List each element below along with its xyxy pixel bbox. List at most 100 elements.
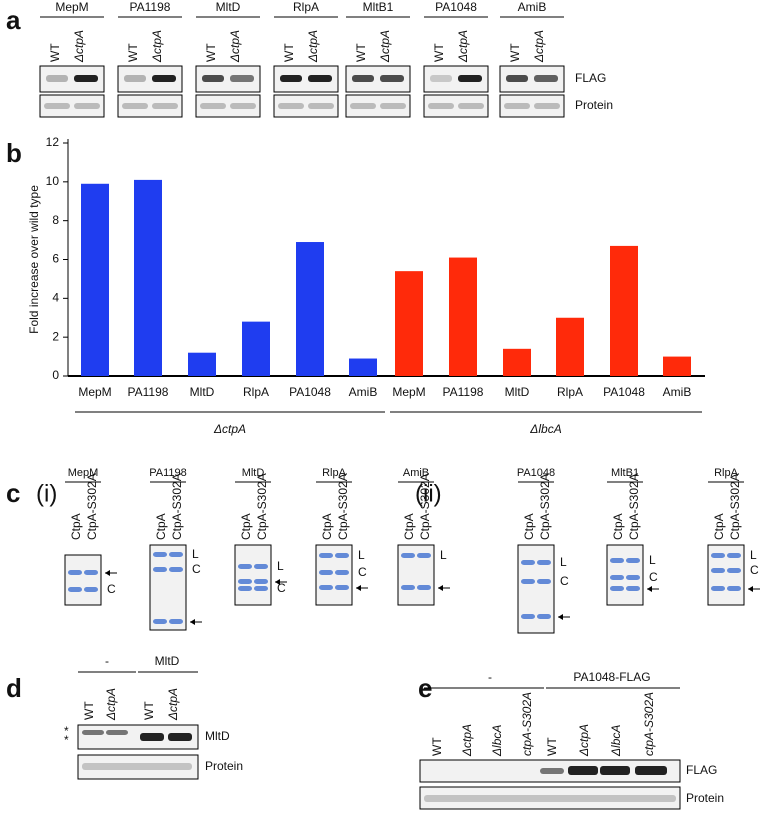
band (308, 75, 332, 82)
blot (39, 94, 105, 118)
lane-label: ΔctpA (306, 30, 320, 63)
lane-label: ΔctpA (577, 724, 591, 757)
group-label: MltD (155, 654, 180, 668)
band (711, 553, 725, 558)
blot (117, 94, 183, 118)
band (600, 766, 630, 775)
blot (419, 786, 681, 810)
band (140, 733, 164, 741)
lane-label: ΔctpA (72, 30, 86, 63)
lane-label: ΔctpA (166, 688, 180, 721)
lane-label: CtpA (402, 513, 416, 540)
lane-label: WT (432, 43, 446, 62)
band (169, 619, 183, 624)
band (230, 75, 254, 82)
lane-label: WT (354, 43, 368, 62)
gel-marker: C (358, 565, 367, 579)
lane-label: CtpA (522, 513, 536, 540)
band (152, 103, 178, 109)
y-tick-label: 10 (46, 174, 60, 188)
band (254, 586, 268, 591)
band (335, 585, 349, 590)
panel-label: a (6, 5, 21, 35)
lane-label: CtpA-S302A (85, 473, 99, 540)
gel-marker: L (277, 559, 284, 573)
band (82, 763, 192, 770)
x-tick-label: PA1198 (443, 385, 484, 399)
band (153, 567, 167, 572)
band (122, 103, 148, 109)
lane-label: CtpA-S302A (336, 473, 350, 540)
blot (234, 544, 272, 606)
group-label: - (488, 670, 492, 684)
band (280, 75, 302, 82)
lane-label: CtpA (712, 513, 726, 540)
band (610, 586, 624, 591)
band (521, 579, 535, 584)
band (380, 75, 404, 82)
blot (517, 544, 555, 634)
band (254, 564, 268, 569)
lane-label: WT (508, 43, 522, 62)
band (254, 579, 268, 584)
bar (242, 321, 270, 376)
protein-name: RlpA (293, 0, 319, 14)
x-tick-label: RlpA (557, 385, 583, 399)
bar (556, 317, 584, 376)
gel-marker: C (107, 582, 116, 596)
blot (64, 554, 102, 606)
band (238, 586, 252, 591)
gel-name: RlpA (322, 467, 347, 479)
band (521, 560, 535, 565)
lane-label: WT (204, 43, 218, 62)
gel-marker: C (750, 563, 759, 577)
lane-label: CtpA (611, 513, 625, 540)
lane-label: ΔctpA (150, 30, 164, 63)
bar (349, 358, 377, 376)
band (238, 564, 252, 569)
band (568, 766, 598, 775)
blot (273, 94, 339, 118)
arrow-head (275, 579, 280, 585)
band (68, 570, 82, 575)
blot (606, 544, 644, 606)
lane-label: ΔctpA (456, 30, 470, 63)
blot (77, 754, 199, 780)
band (200, 103, 226, 109)
lane-label: ctpA-S302A (520, 692, 534, 756)
bar (395, 271, 423, 376)
lane-label: CtpA-S302A (728, 473, 742, 540)
band (428, 103, 454, 109)
band (506, 75, 528, 82)
protein-name: MltD (216, 0, 241, 14)
y-axis-label: Fold increase over wild type (27, 185, 41, 334)
band (350, 103, 376, 109)
band (626, 575, 640, 580)
lane-label: WT (545, 737, 559, 756)
blot-label: FLAG (686, 763, 717, 777)
band (711, 586, 725, 591)
band (458, 103, 484, 109)
bar (449, 257, 477, 376)
protein-name: MltB1 (363, 0, 394, 14)
asterisk: * (64, 724, 69, 738)
band (711, 568, 725, 573)
protein-name: PA1048 (435, 0, 477, 14)
arrow-head (356, 585, 361, 591)
arrow-head (748, 586, 753, 592)
gel-marker: L (649, 553, 656, 567)
band (727, 553, 741, 558)
y-tick-label: 0 (52, 368, 59, 382)
gel-marker: C (560, 574, 569, 588)
gel-marker: L (192, 547, 199, 561)
panel-label: d (6, 673, 22, 703)
blot (149, 544, 187, 631)
lane-label: CtpA-S302A (255, 473, 269, 540)
band (169, 567, 183, 572)
lane-label: WT (48, 43, 62, 62)
bar (663, 356, 691, 376)
gel-name: MepM (68, 467, 99, 479)
band (635, 766, 667, 775)
gel-marker: L (750, 548, 757, 562)
